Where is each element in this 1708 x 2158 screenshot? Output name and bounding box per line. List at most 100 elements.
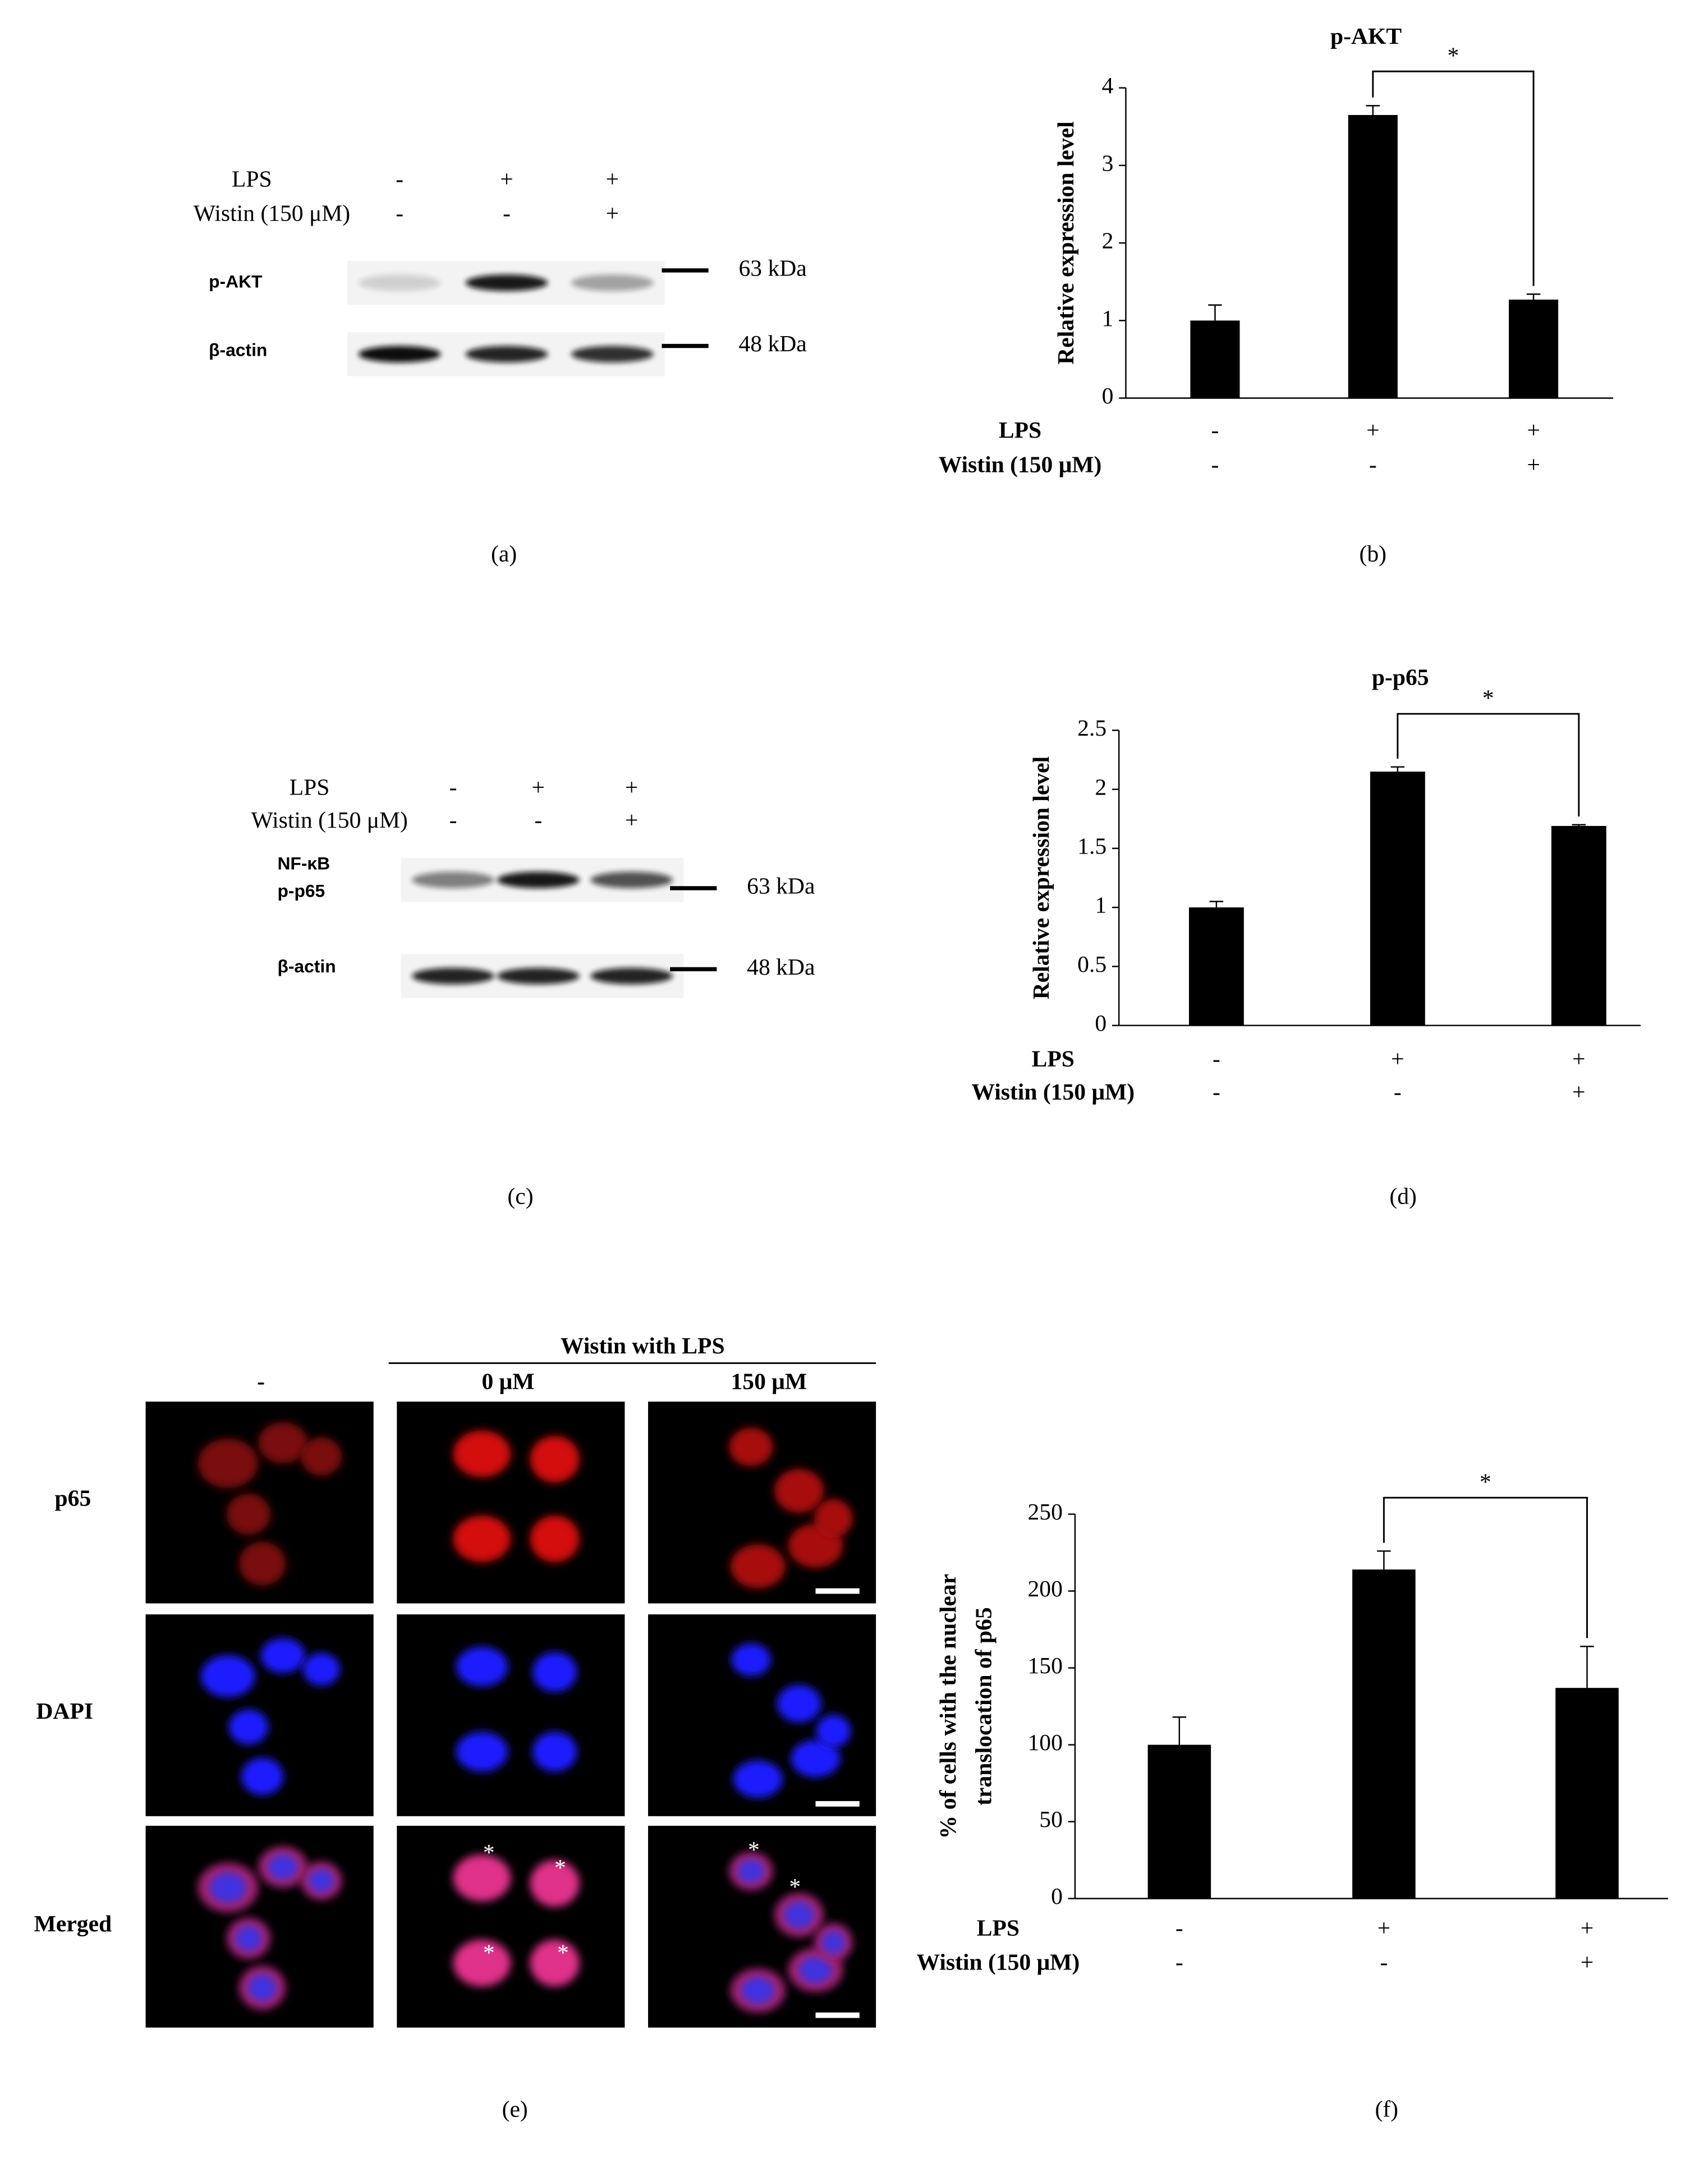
cell-nucleus xyxy=(302,1652,340,1686)
treatment-sign: + xyxy=(1391,1046,1404,1072)
bar xyxy=(1348,114,1398,398)
band-size: 48 kDa xyxy=(738,330,806,356)
cell-merged xyxy=(530,1939,580,1987)
significance-bracket xyxy=(1383,1496,1588,1638)
treatment-label: Wistin (150 μM) xyxy=(971,1078,1135,1105)
treatment-label: Wistin (150 μM) xyxy=(251,807,408,833)
micrograph xyxy=(397,1825,625,2028)
y-tick-label: 0 xyxy=(1051,1883,1063,1909)
treatment-label: LPS xyxy=(232,166,272,191)
nuclear-marker: * xyxy=(748,1836,760,1862)
cell-nucleus xyxy=(309,1869,334,1893)
treatment-sign: - xyxy=(1213,1046,1220,1072)
cell-nucleus xyxy=(733,1760,783,1798)
treatment-sign: - xyxy=(1176,1949,1183,1975)
cell-nucleus xyxy=(741,1977,775,2004)
treatment-label: LPS xyxy=(999,417,1041,443)
cell-p65 xyxy=(774,1468,824,1513)
cell-nucleus xyxy=(456,1646,508,1687)
treatment-sign: + xyxy=(532,774,545,800)
chart-title: p-AKT xyxy=(1330,23,1402,49)
blot-band xyxy=(571,274,654,291)
cell-merged xyxy=(453,1939,511,1987)
panel-label: (a) xyxy=(491,540,517,567)
treatment-label: LPS xyxy=(290,774,330,800)
treatment-sign: + xyxy=(1527,451,1540,477)
panel-label: (c) xyxy=(507,1183,533,1209)
bar xyxy=(1509,299,1559,398)
scale-bar xyxy=(815,2012,860,2018)
treatment-sign: + xyxy=(1572,1046,1585,1072)
group-label: Wistin with LPS xyxy=(561,1333,725,1358)
treatment-sign: + xyxy=(1581,1914,1594,1940)
treatment-sign: - xyxy=(396,200,403,226)
panel-label: (f) xyxy=(1375,2096,1398,2122)
row-label: DAPI xyxy=(36,1698,93,1724)
treatment-sign: - xyxy=(1211,417,1219,443)
blot-band xyxy=(590,967,673,985)
cell-nucleus xyxy=(791,1739,841,1778)
scale-bar xyxy=(815,1588,860,1594)
cell-nucleus xyxy=(241,1757,283,1796)
chart-title: p-p65 xyxy=(1372,664,1429,690)
treatment-sign: + xyxy=(625,774,638,800)
cell-nucleus xyxy=(210,1872,246,1903)
cell-nucleus xyxy=(248,1975,277,2001)
cell-p65 xyxy=(530,1516,580,1563)
significance-bracket xyxy=(1372,70,1535,286)
bar xyxy=(1352,1569,1416,1899)
cell-nucleus xyxy=(816,1715,851,1748)
treatment-sign: + xyxy=(1378,1914,1390,1940)
bar xyxy=(1190,320,1240,398)
treatment-label: LPS xyxy=(1032,1046,1075,1072)
cell-nucleus xyxy=(268,1854,298,1880)
cell-p65 xyxy=(530,1436,580,1483)
cell-nucleus xyxy=(235,1926,262,1951)
column-label: - xyxy=(257,1369,265,1394)
panel-label: (d) xyxy=(1389,1183,1416,1209)
band-label: p-AKT xyxy=(209,271,263,291)
treatment-sign: - xyxy=(1213,1078,1220,1104)
band-size: 48 kDa xyxy=(747,954,815,980)
cell-p65 xyxy=(301,1437,342,1476)
y-tick-label: 0.5 xyxy=(1077,951,1106,977)
significance-label: * xyxy=(1448,42,1459,68)
blot-band xyxy=(358,274,441,291)
cell-p65 xyxy=(226,1493,271,1535)
treatment-label: Wistin (150 μM) xyxy=(194,200,350,227)
blot-band xyxy=(497,967,580,985)
y-tick-label: 150 xyxy=(1028,1652,1063,1678)
cell-nucleus xyxy=(731,1643,771,1677)
treatment-sign: - xyxy=(1369,451,1377,477)
panel-label: (b) xyxy=(1360,540,1386,567)
scale-bar xyxy=(815,1801,860,1807)
treatment-sign: - xyxy=(1394,1078,1402,1104)
blot-band xyxy=(412,967,494,985)
treatment-sign: - xyxy=(503,200,511,226)
bar xyxy=(1555,1688,1619,1899)
y-tick-label: 4 xyxy=(1102,72,1114,98)
treatment-sign: - xyxy=(449,807,457,833)
row-label: p65 xyxy=(55,1485,91,1511)
cell-nucleus xyxy=(456,1732,508,1772)
band-label: β-actin xyxy=(277,956,336,976)
column-label: 0 μM xyxy=(481,1369,534,1394)
treatment-sign: - xyxy=(1211,451,1219,477)
cell-nucleus xyxy=(784,1902,814,1929)
cell-p65 xyxy=(453,1516,511,1563)
y-axis-label: Relative expression level xyxy=(1028,756,1054,999)
treatment-sign: + xyxy=(1527,417,1540,443)
blot-band xyxy=(358,346,441,362)
blot-band xyxy=(412,871,494,888)
y-tick-label: 1 xyxy=(1095,892,1106,918)
blot-band xyxy=(497,871,580,888)
cell-merged xyxy=(530,1860,580,1907)
nuclear-marker: * xyxy=(483,1839,495,1865)
bar xyxy=(1147,1744,1211,1899)
cell-p65 xyxy=(453,1430,511,1477)
y-tick-label: 2 xyxy=(1102,228,1114,254)
cell-p65 xyxy=(198,1439,259,1489)
significance-bracket xyxy=(1397,713,1580,817)
y-tick-label: 100 xyxy=(1028,1729,1063,1755)
